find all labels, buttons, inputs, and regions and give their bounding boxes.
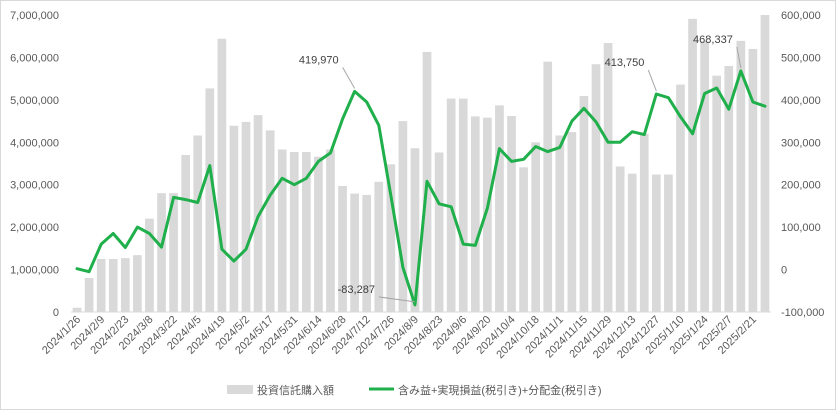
- left-tick-label: 0: [53, 307, 59, 319]
- left-tick-label: 2,000,000: [10, 222, 59, 234]
- bar: [217, 38, 227, 312]
- legend-label-line: 含み益+実現損益(税引き)+分配金(税引き): [398, 383, 602, 397]
- right-tick-label: 100,000: [781, 222, 821, 234]
- bar: [289, 152, 299, 312]
- bar: [169, 193, 178, 312]
- bar-series: [72, 15, 770, 313]
- bar: [700, 41, 709, 312]
- bar: [157, 193, 166, 312]
- left-tick-label: 7,000,000: [10, 10, 59, 22]
- bar: [326, 149, 335, 312]
- annotation-leader: [736, 46, 742, 68]
- bar: [724, 65, 734, 313]
- left-tick-label: 4,000,000: [10, 137, 59, 149]
- bar: [615, 166, 625, 312]
- annotation-label: 468,337: [693, 34, 733, 46]
- bar: [145, 218, 154, 312]
- bar: [96, 258, 106, 312]
- right-tick-label: 0: [781, 265, 787, 277]
- annotation-leader: [647, 69, 657, 92]
- bar: [434, 152, 444, 312]
- bar: [350, 193, 359, 312]
- legend-label-bar: 投資信託購入額: [257, 383, 334, 397]
- bar: [205, 88, 215, 312]
- x-axis: 2024/1/262024/2/92024/2/232024/3/82024/3…: [40, 311, 771, 361]
- bar: [591, 64, 601, 312]
- right-axis: -100,000 0 100,000 200,000 300,000 400,000 500…: [781, 10, 824, 319]
- bar: [265, 130, 275, 312]
- bar: [277, 149, 287, 312]
- bar: [712, 75, 722, 313]
- bar: [760, 15, 770, 312]
- annotation-label: -83,287: [338, 284, 375, 296]
- bar: [398, 121, 408, 312]
- line-series: [75, 69, 767, 307]
- annotations: 419,970 -83,287 413,750 468,337: [299, 34, 742, 303]
- line-path: [75, 69, 767, 307]
- bar: [302, 152, 311, 312]
- right-tick-label: 200,000: [781, 180, 821, 192]
- bar: [627, 173, 637, 312]
- bar: [229, 125, 239, 312]
- bar: [374, 181, 384, 312]
- bar: [519, 167, 528, 312]
- bar: [120, 258, 130, 312]
- bar: [688, 18, 697, 312]
- bar: [84, 278, 94, 312]
- right-tick-label: 300,000: [781, 137, 821, 149]
- annotation-label: 413,750: [605, 57, 645, 69]
- bar: [748, 48, 758, 312]
- bar: [72, 307, 82, 312]
- left-tick-label: 5,000,000: [10, 95, 59, 107]
- bar: [507, 115, 516, 312]
- bar: [386, 164, 396, 312]
- bar: [483, 117, 492, 312]
- bar: [664, 174, 673, 312]
- bar: [495, 105, 504, 312]
- right-tick-label: 600,000: [781, 10, 821, 22]
- bar: [362, 194, 372, 312]
- bar: [338, 185, 347, 312]
- bar: [676, 84, 685, 312]
- right-tick-label: 500,000: [781, 52, 821, 64]
- bar: [470, 116, 480, 312]
- bar: [531, 142, 540, 312]
- bar: [241, 121, 251, 312]
- right-tick-label: -100,000: [781, 307, 824, 319]
- right-tick-label: 400,000: [781, 95, 821, 107]
- bar: [543, 61, 553, 312]
- left-tick-label: 3,000,000: [10, 180, 59, 192]
- left-tick-label: 6,000,000: [10, 52, 59, 64]
- bar: [314, 156, 323, 312]
- bar: [410, 148, 420, 312]
- annotation-leader: [378, 296, 416, 303]
- bar: [736, 40, 746, 312]
- annotation-leader: [342, 67, 356, 89]
- bar: [133, 255, 142, 312]
- bar: [181, 155, 190, 312]
- bar: [458, 98, 468, 312]
- bar: [555, 135, 565, 312]
- bar: [579, 96, 589, 312]
- bar: [603, 43, 613, 312]
- bar: [652, 174, 661, 312]
- bar: [567, 132, 577, 312]
- bar: [639, 133, 649, 312]
- legend-swatch-bar: [227, 385, 253, 394]
- left-tick-label: 1,000,000: [10, 265, 59, 277]
- bar: [108, 258, 118, 312]
- bar: [193, 135, 203, 312]
- annotation-label: 419,970: [299, 54, 339, 66]
- left-axis: 0 1,000,000 2,000,000 3,000,000 4,000,000 5,0…: [10, 10, 59, 319]
- legend: 投資信託購入額 含み益+実現損益(税引き)+分配金(税引き): [227, 383, 602, 397]
